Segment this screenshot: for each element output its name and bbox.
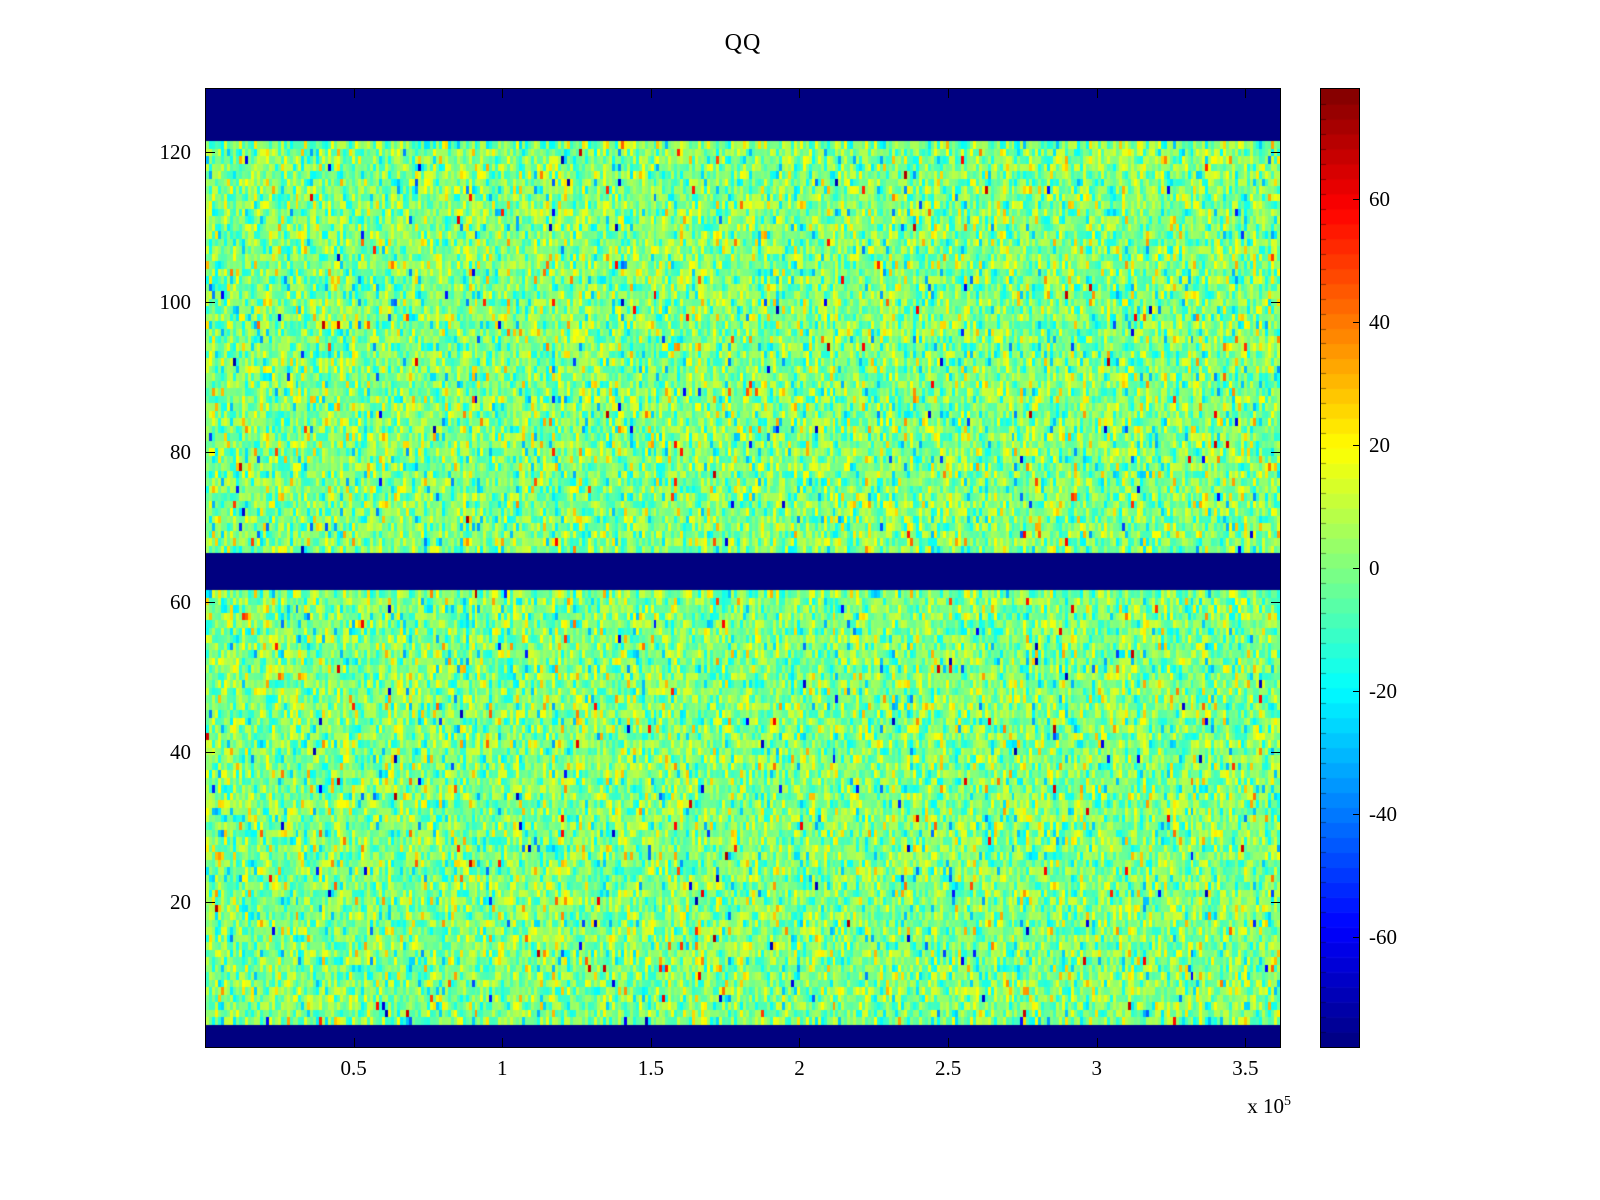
x-tick-mark xyxy=(799,89,800,98)
x-axis-exponent-label: x 105 xyxy=(1181,1094,1291,1119)
y-tick-label: 100 xyxy=(159,289,192,314)
x-tick-mark xyxy=(1245,89,1246,98)
heatmap-canvas xyxy=(206,89,1280,1047)
x-tick-label: 3.5 xyxy=(1232,1056,1259,1080)
y-tick-mark xyxy=(206,902,215,903)
x-tick-mark xyxy=(948,89,949,98)
x-tick-label: 1.5 xyxy=(637,1056,664,1080)
x-tick-mark xyxy=(1097,1038,1098,1047)
y-tick-mark xyxy=(1271,902,1280,903)
x-tick-label: 2.5 xyxy=(934,1056,962,1080)
colorbar-tick-label: -60 xyxy=(1369,925,1397,950)
x-tick-mark xyxy=(1245,1038,1246,1047)
colorbar-tick-label: 0 xyxy=(1369,556,1380,580)
y-tick-mark xyxy=(206,602,215,603)
colorbar-tick-label: 40 xyxy=(1369,309,1390,334)
x-tick-mark xyxy=(651,89,652,98)
y-tick-mark xyxy=(206,302,215,303)
y-tick-mark xyxy=(1271,602,1280,603)
x-tick-mark xyxy=(354,89,355,98)
x-tick-label: 3 xyxy=(1091,1056,1102,1080)
x-tick-label: 2 xyxy=(794,1056,805,1080)
colorbar-tick-mark xyxy=(1353,691,1359,692)
y-tick-mark xyxy=(1271,452,1280,453)
colorbar-canvas xyxy=(1321,89,1359,1047)
y-tick-mark xyxy=(206,152,215,153)
colorbar-tick-label: 60 xyxy=(1369,186,1390,211)
y-tick-label: 40 xyxy=(170,739,191,764)
x-tick-mark xyxy=(948,1038,949,1047)
colorbar-tick-mark xyxy=(1353,814,1359,815)
y-tick-mark xyxy=(206,752,215,753)
x-tick-label: 0.5 xyxy=(340,1056,367,1080)
y-tick-mark xyxy=(1271,302,1280,303)
chart-title: QQ xyxy=(724,30,762,56)
x-tick-mark xyxy=(354,1038,355,1047)
y-tick-label: 80 xyxy=(170,439,191,464)
y-tick-mark xyxy=(1271,152,1280,153)
plot-area xyxy=(205,88,1281,1048)
colorbar-tick-mark xyxy=(1353,322,1359,323)
x-tick-mark xyxy=(651,1038,652,1047)
colorbar-tick-mark xyxy=(1353,568,1359,569)
y-tick-label: 60 xyxy=(170,589,191,614)
y-tick-mark xyxy=(206,452,215,453)
exponent-base: x 10 xyxy=(1247,1094,1284,1118)
colorbar-tick-label: -40 xyxy=(1369,802,1397,827)
colorbar-tick-mark xyxy=(1353,199,1359,200)
colorbar-tick-label: -20 xyxy=(1369,679,1397,704)
x-tick-mark xyxy=(1097,89,1098,98)
colorbar-tick-label: 20 xyxy=(1369,432,1390,457)
colorbar-tick-mark xyxy=(1353,937,1359,938)
x-tick-mark xyxy=(799,1038,800,1047)
y-tick-mark xyxy=(1271,752,1280,753)
y-tick-label: 120 xyxy=(159,139,192,164)
x-tick-mark xyxy=(502,89,503,98)
x-tick-mark xyxy=(502,1038,503,1047)
y-tick-label: 20 xyxy=(170,889,191,914)
x-tick-label: 1 xyxy=(496,1056,508,1080)
colorbar-tick-mark xyxy=(1353,445,1359,446)
exponent-power: 5 xyxy=(1284,1094,1291,1109)
